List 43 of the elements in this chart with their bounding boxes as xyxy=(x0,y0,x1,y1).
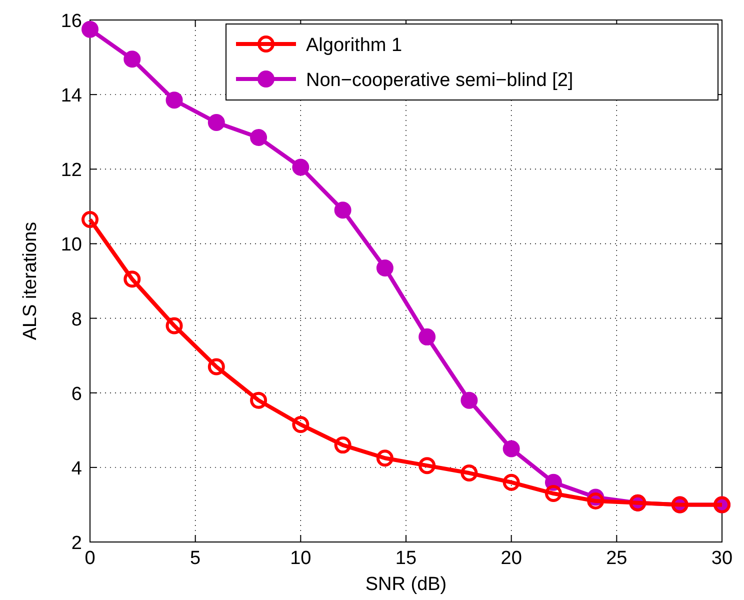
point xyxy=(250,128,268,146)
point xyxy=(502,474,520,491)
x-tick-label: 30 xyxy=(711,548,733,569)
point xyxy=(334,436,352,454)
legend-label: Algorithm 1 xyxy=(306,35,402,56)
x-tick-label: 25 xyxy=(606,548,628,569)
y-tick-label: 14 xyxy=(60,86,82,107)
y-tick-label: 4 xyxy=(71,458,82,480)
point xyxy=(418,328,436,346)
point xyxy=(124,270,141,288)
point xyxy=(334,202,352,219)
point xyxy=(250,392,268,409)
x-tick-label: 15 xyxy=(395,548,417,569)
point xyxy=(587,492,604,510)
point xyxy=(460,464,478,482)
point xyxy=(460,392,478,409)
point xyxy=(82,20,98,38)
point xyxy=(376,259,394,276)
point xyxy=(82,210,98,228)
x-tick-label: 10 xyxy=(290,548,312,569)
y-tick-label: 12 xyxy=(60,160,82,182)
point xyxy=(292,158,310,176)
y-tick-label: 6 xyxy=(71,384,82,405)
x-tick-label: 5 xyxy=(190,548,201,569)
point xyxy=(376,450,394,467)
point xyxy=(166,317,183,334)
y-tick-label: 16 xyxy=(60,11,82,32)
point xyxy=(292,416,310,434)
point xyxy=(208,358,225,376)
point xyxy=(208,114,225,132)
x-tick-label: 20 xyxy=(500,548,522,569)
point xyxy=(502,440,520,458)
y-tick-label: 2 xyxy=(71,533,82,554)
point xyxy=(418,457,436,474)
legend-label: Non−cooperative semi−blind [2] xyxy=(306,70,574,91)
x-tick-label: 0 xyxy=(84,548,96,569)
y-axis-title: ALS iterations xyxy=(20,222,41,340)
x-axis-title: SNR (dB) xyxy=(365,574,447,595)
y-tick-label: 10 xyxy=(60,234,82,256)
point xyxy=(166,92,183,109)
point xyxy=(124,50,141,68)
y-tick-label: 8 xyxy=(71,309,82,330)
point xyxy=(544,485,562,502)
